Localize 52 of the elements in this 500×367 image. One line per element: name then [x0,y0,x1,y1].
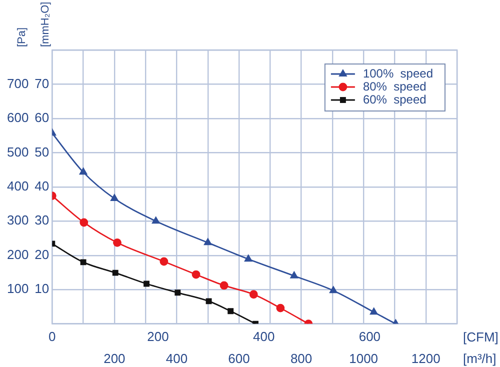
x2-tick-label: 200 [147,329,169,344]
point [206,298,212,304]
y2-tick-label: 50 [34,144,50,160]
x-tick-label: 200 [104,350,126,366]
x2-axis-title: [CFM] [463,329,498,344]
point [78,167,88,175]
point [249,290,258,299]
point [80,218,88,227]
y-tick-label: 300 [6,212,29,228]
x-tick-label: 600 [228,350,250,366]
x-tick-label: 1000 [349,350,378,366]
point [192,270,200,279]
y-tick-label: 700 [6,76,29,91]
point [174,290,181,296]
y2-tick-label: 60 [34,110,50,126]
point [228,308,234,314]
y2-tick-label: 20 [34,246,50,262]
y-tick-label: 100 [6,281,29,296]
y-tick-label: 600 [6,110,29,126]
y-tick-label: 500 [6,144,29,160]
y2-tick-label: 10 [34,281,50,296]
legend-label: 80% speed [362,79,426,94]
legend-label: 100% speed [362,66,434,80]
x-axis-title: [m³/h] [463,350,496,366]
point [290,270,298,278]
y-axis-title: [Pa] [16,27,28,47]
legend-label: 60% speed [362,92,426,106]
y-tick-label: 200 [6,246,29,262]
point [112,270,118,276]
point [220,281,228,290]
x2-tick-label: 0 [48,329,56,344]
x-tick-label: 1200 [411,350,440,366]
point [80,259,86,266]
point [113,238,122,247]
x2-tick-label: 400 [252,329,275,344]
x-tick-label: 800 [290,350,312,366]
point [110,194,119,202]
y2-tick-label: 40 [34,178,50,194]
point [276,304,285,312]
point [144,280,150,287]
x-tick-label: 400 [166,350,188,366]
point [160,257,168,266]
point [204,238,212,246]
point [152,216,160,224]
point [329,286,338,294]
y-tick-label: 400 [6,178,29,194]
y2-axis-title: [mmH₂O] [40,2,52,47]
y2-tick-label: 30 [34,212,50,228]
y2-tick-label: 70 [34,76,50,91]
point [244,254,253,262]
point [370,307,378,315]
x2-tick-label: 600 [358,329,381,344]
